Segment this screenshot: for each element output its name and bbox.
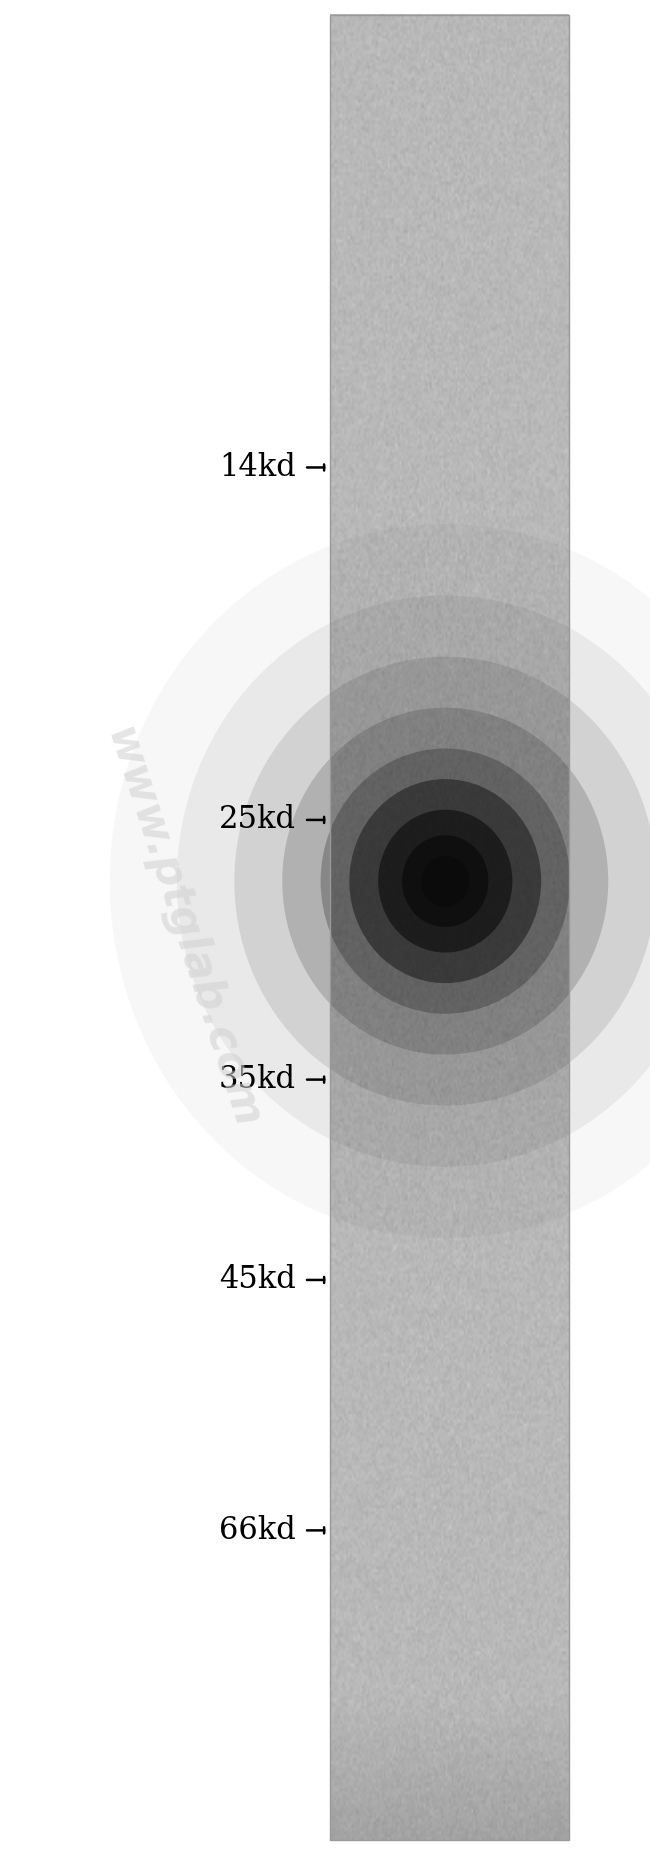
Text: 25kd: 25kd — [219, 805, 296, 835]
Ellipse shape — [402, 835, 488, 928]
Ellipse shape — [320, 748, 570, 1013]
Ellipse shape — [421, 855, 469, 907]
Bar — [330, 15, 569, 1840]
Text: 14kd: 14kd — [219, 453, 296, 482]
Ellipse shape — [177, 595, 650, 1167]
Ellipse shape — [350, 779, 541, 983]
Ellipse shape — [282, 707, 608, 1054]
Text: 35kd: 35kd — [219, 1065, 296, 1094]
Text: 66kd: 66kd — [219, 1516, 296, 1545]
Ellipse shape — [235, 657, 650, 1106]
Text: www.ptglab.com: www.ptglab.com — [97, 722, 267, 1133]
Ellipse shape — [378, 809, 512, 953]
Text: 45kd: 45kd — [219, 1265, 296, 1295]
